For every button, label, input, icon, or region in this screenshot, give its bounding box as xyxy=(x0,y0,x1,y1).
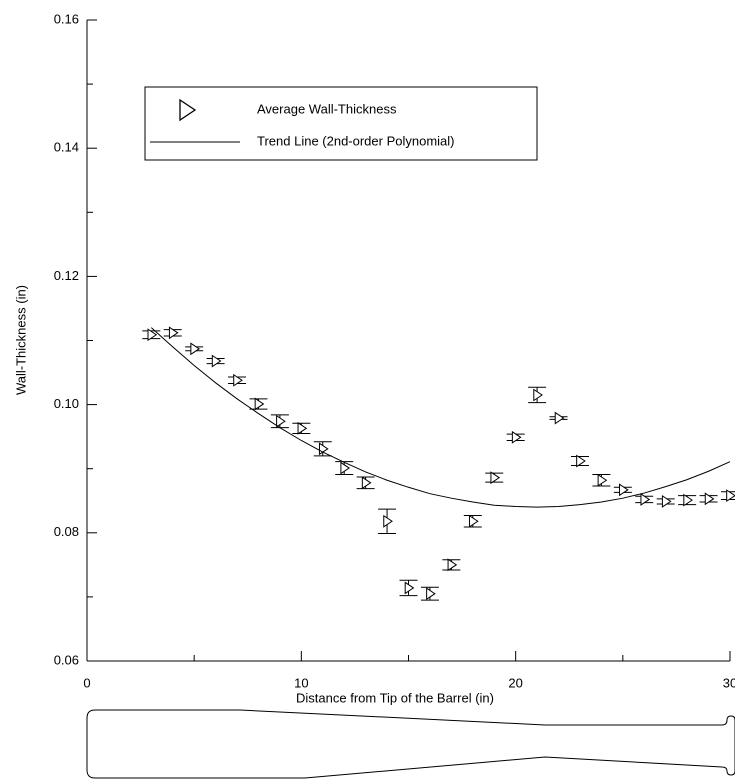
data-point xyxy=(340,461,351,475)
data-point xyxy=(233,373,243,387)
y-tick-label: 0.06 xyxy=(54,652,79,667)
data-point xyxy=(168,326,179,340)
legend-label: Trend Line (2nd-order Polynomial) xyxy=(257,133,455,148)
legend-marker xyxy=(179,98,197,122)
bat-outline xyxy=(86,709,735,779)
data-point xyxy=(404,581,415,595)
x-tick-label: 10 xyxy=(294,675,308,690)
data-point xyxy=(211,354,222,368)
data-point xyxy=(361,476,372,490)
x-axis-label: Distance from Tip of the Barrel (in) xyxy=(296,690,494,705)
data-point xyxy=(683,493,693,507)
data-point xyxy=(640,493,651,506)
data-point xyxy=(619,483,629,497)
data-point xyxy=(704,492,715,506)
y-tick-label: 0.10 xyxy=(54,396,79,411)
data-point xyxy=(190,342,201,356)
x-tick-label: 0 xyxy=(83,675,90,690)
y-tick-label: 0.14 xyxy=(54,140,79,155)
legend-label: Average Wall-Thickness xyxy=(257,101,397,116)
data-point xyxy=(426,587,436,601)
data-point xyxy=(254,397,265,411)
y-tick-label: 0.12 xyxy=(54,268,79,283)
data-point xyxy=(297,421,308,435)
x-tick-label: 30 xyxy=(723,675,735,690)
data-point xyxy=(726,489,735,503)
y-tick-label: 0.16 xyxy=(54,11,79,26)
y-tick-label: 0.08 xyxy=(54,524,79,539)
trend-line xyxy=(150,327,731,508)
data-point xyxy=(576,454,586,468)
data-point xyxy=(597,473,608,487)
data-point xyxy=(383,514,393,528)
data-point xyxy=(533,388,543,402)
data-point xyxy=(469,514,479,528)
data-point xyxy=(511,430,522,444)
data-point xyxy=(554,411,565,425)
legend-box xyxy=(144,86,538,161)
data-point xyxy=(447,558,458,572)
data-point xyxy=(490,471,501,485)
data-point xyxy=(147,328,158,342)
x-tick-label: 20 xyxy=(508,675,522,690)
y-axis-label: Wall-Thickness (in) xyxy=(13,285,28,395)
data-point xyxy=(276,414,286,428)
data-point xyxy=(661,494,672,508)
